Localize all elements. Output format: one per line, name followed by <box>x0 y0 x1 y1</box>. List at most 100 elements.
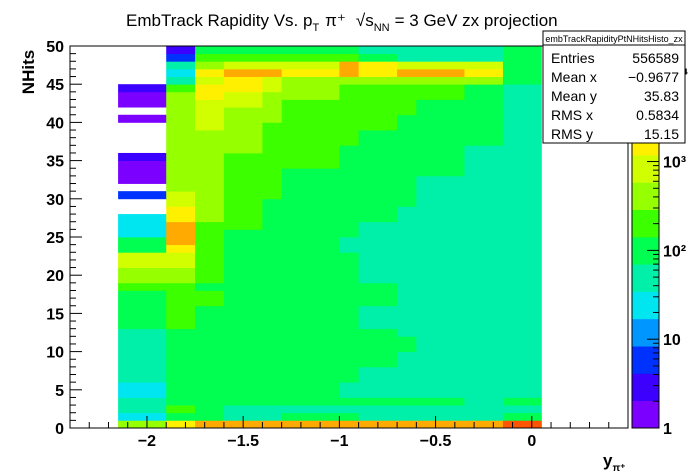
heatmap-cell <box>339 191 360 200</box>
heatmap-cell <box>262 359 283 368</box>
heatmap-cell <box>339 145 360 154</box>
heatmap-cell <box>166 397 196 406</box>
heatmap-cell <box>281 343 340 352</box>
heatmap-cell <box>166 229 196 238</box>
heatmap-cell <box>262 229 283 238</box>
heatmap-cell <box>339 275 360 284</box>
heatmap-cell <box>339 313 360 322</box>
heatmap-cell <box>195 229 225 238</box>
heatmap-cell <box>416 61 465 70</box>
heatmap-cell <box>502 160 542 169</box>
heatmap-cell <box>502 389 542 398</box>
heatmap-cell <box>502 397 542 406</box>
heatmap-cell <box>262 267 283 276</box>
heatmap-cell <box>502 221 542 230</box>
heatmap-cell <box>223 351 263 360</box>
heatmap-cell <box>195 152 225 161</box>
heatmap-cell <box>339 53 360 62</box>
title-sub-nn: NN <box>374 22 390 34</box>
heatmap-cell <box>416 382 465 391</box>
heatmap-cell <box>397 175 417 184</box>
heatmap-cell <box>339 252 360 261</box>
heatmap-cell <box>358 160 398 169</box>
heatmap-cell <box>118 298 167 307</box>
heatmap-cell <box>195 53 225 62</box>
heatmap-cell <box>416 122 465 131</box>
heatmap-cell <box>223 405 263 414</box>
heatmap-cell <box>416 107 465 116</box>
heatmap-cell <box>281 206 340 215</box>
heatmap-cell <box>223 130 263 139</box>
heatmap-cell <box>262 206 283 215</box>
heatmap-cell <box>281 84 340 93</box>
stats-mean-y-label: Mean y <box>551 88 597 104</box>
heatmap-cell <box>281 137 340 146</box>
heatmap-cell <box>262 145 283 154</box>
heatmap-cell <box>416 84 465 93</box>
palette-swatch <box>632 291 659 320</box>
heatmap-cell <box>358 76 398 85</box>
heatmap-cell <box>166 160 196 169</box>
heatmap-cell <box>195 351 225 360</box>
heatmap-cell <box>118 397 167 406</box>
heatmap-cell <box>195 221 225 230</box>
stats-entries-value: 556589 <box>632 50 679 66</box>
heatmap-cell <box>281 198 340 207</box>
heatmap-cell <box>195 145 225 154</box>
heatmap-cell <box>416 46 465 55</box>
heatmap-cell <box>195 68 225 77</box>
heatmap-cell <box>223 343 263 352</box>
heatmap-cell <box>502 107 542 116</box>
heatmap-cell <box>262 130 283 139</box>
heatmap-cell <box>416 366 465 375</box>
palette-swatch <box>632 373 659 402</box>
heatmap-cell <box>397 259 417 268</box>
heatmap-cell <box>464 130 504 139</box>
heatmap-cell <box>195 91 225 100</box>
heatmap-cell <box>502 214 542 223</box>
stats-mean-x-label: Mean x <box>551 69 597 85</box>
heatmap-cell <box>339 160 360 169</box>
heatmap-cell <box>166 206 196 215</box>
heatmap-cell <box>118 290 167 299</box>
heatmap-cell <box>464 122 504 131</box>
heatmap-cell <box>397 145 417 154</box>
heatmap-cell <box>195 244 225 253</box>
heatmap-cell <box>502 359 542 368</box>
heatmap-cell <box>166 305 196 314</box>
heatmap-cell <box>118 374 167 383</box>
heatmap-cell <box>223 160 263 169</box>
heatmap-cell <box>118 351 167 360</box>
heatmap-cell <box>416 244 465 253</box>
heatmap-cell <box>262 53 283 62</box>
heatmap-cell <box>464 160 504 169</box>
heatmap-cell <box>281 130 340 139</box>
heatmap-cell <box>397 366 417 375</box>
heatmap-cell <box>358 397 398 406</box>
title-main: EmbTrack Rapidity Vs. p <box>126 11 312 30</box>
heatmap-cell <box>397 267 417 276</box>
heatmap-cell <box>464 275 504 284</box>
heatmap-cell <box>416 252 465 261</box>
heatmap-cell <box>262 46 283 55</box>
heatmap-cell <box>339 114 360 123</box>
heatmap-cell <box>195 343 225 352</box>
heatmap-cell <box>262 244 283 253</box>
heatmap-cell <box>262 374 283 383</box>
heatmap-cell <box>166 412 196 421</box>
heatmap-cell <box>118 305 167 314</box>
heatmap-cell <box>118 405 167 414</box>
heatmap-cell <box>262 221 283 230</box>
heatmap-cell <box>358 53 398 62</box>
heatmap-cell <box>166 244 196 253</box>
heatmap-cell <box>358 336 398 345</box>
heatmap-cell <box>358 412 398 421</box>
heatmap-cell <box>464 244 504 253</box>
heatmap-cell <box>464 412 504 421</box>
heatmap-cell <box>502 46 542 55</box>
palette-swatch <box>632 318 659 347</box>
heatmap-cell <box>223 183 263 192</box>
heatmap-cell <box>416 267 465 276</box>
heatmap-cell <box>502 145 542 154</box>
